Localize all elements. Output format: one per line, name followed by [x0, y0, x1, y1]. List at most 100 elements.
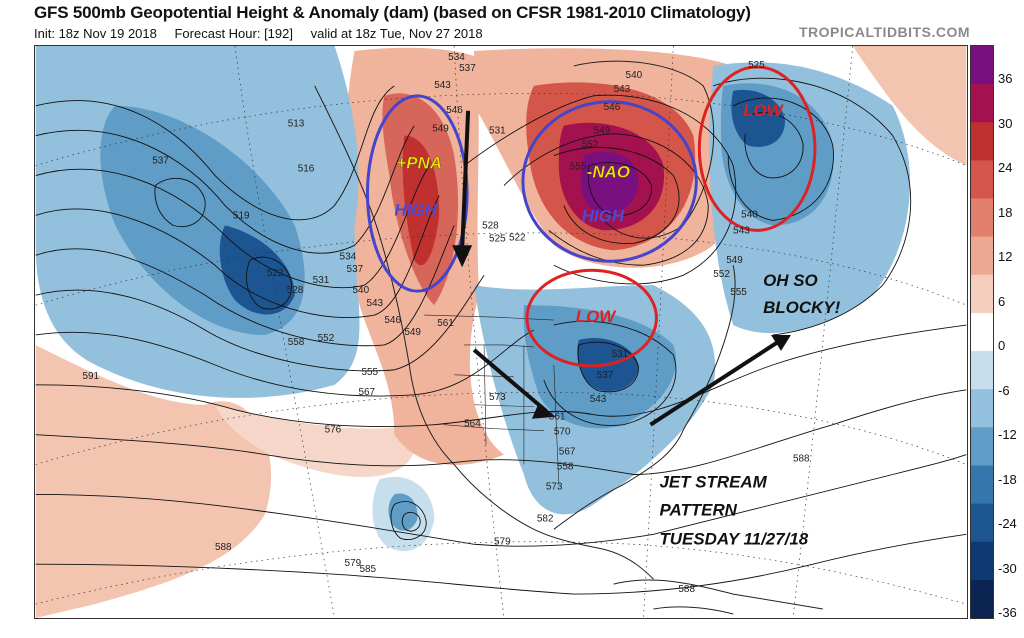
contour-label: 519 — [233, 210, 250, 221]
contour-label: 543 — [614, 84, 631, 95]
high-north-label: HIGH — [582, 206, 625, 225]
contour-label: 591 — [82, 371, 99, 382]
colorbar-tick-label: -6 — [998, 382, 1010, 398]
colorbar-tick-label: 36 — [998, 71, 1013, 86]
coastline-greenland — [573, 60, 715, 239]
pna-label: +PNA — [396, 154, 442, 173]
contour-label: 561 — [437, 318, 454, 329]
colorbar-swatch — [971, 198, 993, 238]
contour-label: 525 — [489, 233, 506, 244]
coastline-north-america — [314, 85, 736, 580]
contour-label: 558 — [288, 337, 305, 348]
contour-label: 546 — [384, 315, 401, 326]
negative-anomaly-atlantic-core — [731, 89, 786, 147]
negative-anomaly-mexico-core — [388, 493, 418, 531]
contour-label: 522 — [267, 268, 284, 279]
contour-label: 537 — [597, 370, 614, 381]
jet-label-line-2: PATTERN — [659, 500, 737, 519]
jet-label-line-3: TUESDAY 11/27/18 — [659, 529, 808, 548]
contour-label: 537 — [459, 63, 476, 74]
site-watermark: TROPICALTIDBITS.COM — [798, 24, 970, 40]
colorbar-tick-label: -24 — [998, 516, 1017, 531]
contour-label: 588 — [793, 454, 810, 465]
us-borders — [424, 314, 560, 485]
contour-label: 522 — [509, 232, 526, 243]
contour-label: 540 — [353, 285, 370, 296]
contour-label: 564 — [464, 419, 481, 430]
contour-label: 570 — [554, 427, 571, 438]
contour-label: 540 — [626, 70, 643, 81]
colorbar-tick-label: -18 — [998, 471, 1017, 487]
colorbar-swatch — [971, 46, 993, 85]
flow-arrows — [452, 110, 791, 427]
contour-label: 543 — [434, 80, 451, 91]
positive-anomaly-north-peak — [580, 151, 639, 214]
blocky-label-line-1: OH SO — [763, 271, 818, 290]
contour-label: 531 — [612, 349, 629, 360]
contour-label: 573 — [489, 392, 506, 403]
anomaly-map: +PNA HIGH -NAO HIGH LOW LOW OH SO BLOCKY… — [34, 45, 968, 619]
contour-label: 588 — [678, 584, 695, 595]
contour-label: 516 — [298, 164, 315, 175]
colorbar-swatch — [971, 427, 993, 466]
init-time: Init: 18z Nov 19 2018 — [34, 26, 157, 41]
jet-label-line-1: JET STREAM — [659, 472, 767, 491]
contour-label: 528 — [287, 285, 304, 296]
colorbar-swatch — [971, 579, 993, 618]
contour-label: 579 — [345, 558, 362, 569]
coastline-caribbean — [613, 579, 823, 615]
atlantic-low-ellipse — [697, 65, 817, 232]
positive-anomaly-subtropics — [215, 404, 417, 478]
contour-label: 543 — [590, 394, 607, 405]
forecast-hour: Forecast Hour: [192] — [174, 26, 293, 41]
high-west-label: HIGH — [394, 200, 437, 219]
contour-label: 567 — [358, 387, 375, 398]
contour-label: 573 — [546, 481, 563, 492]
blocky-label-line-2: BLOCKY! — [763, 298, 841, 317]
colorbar-tick-label: 6 — [998, 293, 1006, 309]
contour-label: 549 — [726, 255, 743, 266]
colorbar-tick-label: -30 — [998, 560, 1017, 576]
contour-label: 549 — [432, 124, 449, 135]
positive-anomaly-northeast — [852, 46, 967, 166]
contour-label: 531 — [489, 126, 506, 137]
contour-label: 534 — [340, 251, 357, 262]
contour-label: 552 — [582, 140, 599, 151]
contour-label: 555 — [570, 162, 587, 173]
nao-high-ellipse — [521, 100, 698, 263]
contour-label: 585 — [359, 564, 376, 575]
contour-label: 546 — [604, 102, 621, 113]
height-contours — [35, 77, 967, 595]
colorbar-swatch — [971, 84, 993, 123]
contour-label: 561 — [549, 412, 566, 423]
positive-anomaly-pacific — [35, 344, 272, 618]
colorbar-swatch — [971, 274, 993, 314]
colorbar-swatch — [971, 122, 993, 161]
contour-label: 555 — [361, 367, 378, 378]
contour-label: 582 — [537, 513, 554, 524]
colorbar-tick-label: -36 — [998, 605, 1017, 620]
colorbar-swatch — [971, 236, 993, 276]
pna-high-ellipse — [365, 94, 469, 293]
atlantic-low-label: LOW — [743, 101, 785, 120]
contour-label: 549 — [404, 327, 421, 338]
colorbar-tick-label: -12 — [998, 427, 1017, 442]
contour-label: 552 — [318, 333, 335, 344]
contour-label: 558 — [557, 462, 574, 473]
lakes-low-label: LOW — [576, 307, 618, 326]
colorbar-swatch — [971, 160, 993, 200]
contour-label: 588 — [215, 542, 232, 553]
lat-lon-grid — [35, 46, 967, 618]
colorbar-tick-label: 18 — [998, 204, 1013, 220]
colorbar-swatch — [971, 351, 993, 390]
lakes-low-ellipse — [525, 268, 658, 368]
colorbar-swatch — [971, 389, 993, 428]
contour-label: 546 — [446, 105, 463, 116]
contour-label: 552 — [713, 269, 730, 280]
contour-label: 513 — [288, 119, 305, 130]
valid-time: valid at 18z Tue, Nov 27 2018 — [310, 26, 483, 41]
colorbar-tick-label: 12 — [998, 249, 1013, 264]
contour-label: 543 — [366, 298, 383, 309]
contour-label: 576 — [325, 425, 342, 436]
